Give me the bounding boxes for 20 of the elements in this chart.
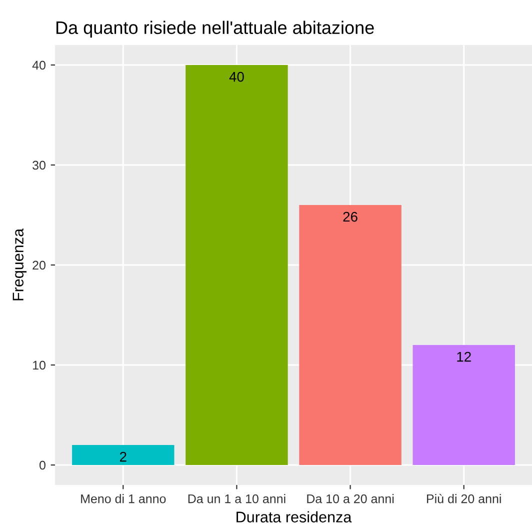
bar <box>72 445 174 465</box>
data-label: 40 <box>229 72 244 82</box>
bar <box>412 345 515 465</box>
y-tick-label: 0 <box>40 460 46 470</box>
x-axis-title: Durata residenza <box>236 511 352 522</box>
bar <box>299 205 402 465</box>
y-tick-label: 30 <box>32 160 46 170</box>
chart-title: Da quanto risiede nell'attuale abitazione <box>56 20 374 38</box>
x-tick-label: Più di 20 anni <box>427 494 501 504</box>
data-label: 12 <box>457 352 471 362</box>
data-label: 26 <box>343 212 358 222</box>
bar <box>186 65 288 465</box>
x-tick-label: Da 10 a 20 anni <box>307 494 394 504</box>
x-tick-label: Meno di 1 anno <box>81 494 166 504</box>
y-tick-label: 10 <box>33 360 46 370</box>
data-label: 2 <box>120 452 126 462</box>
y-axis-title: Frequenza <box>12 228 27 300</box>
y-tick-label: 40 <box>32 60 46 70</box>
x-tick-label: Da un 1 a 10 anni <box>188 494 286 504</box>
y-tick-label: 20 <box>32 260 46 270</box>
